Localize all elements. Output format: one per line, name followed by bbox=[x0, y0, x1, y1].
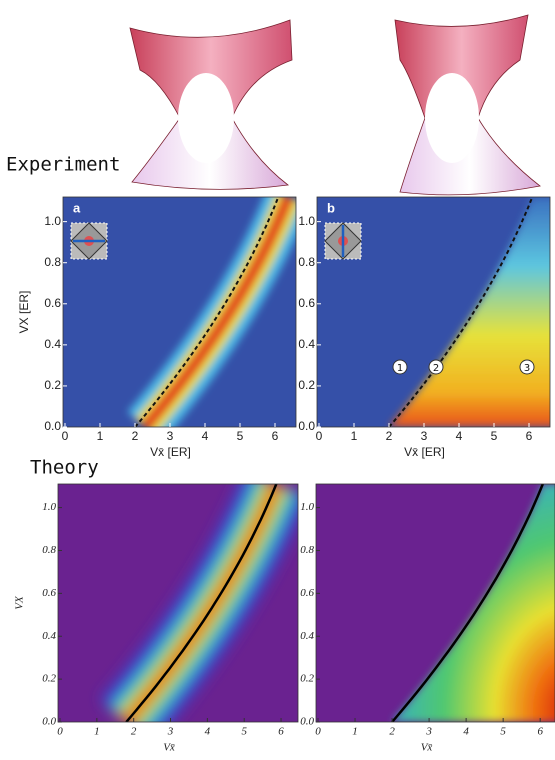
x-tick-label: 0 bbox=[315, 726, 321, 738]
x-tick-label: 3 bbox=[167, 726, 174, 738]
y-tick-label: 1.0 bbox=[298, 214, 315, 228]
y-tick-label: 0.4 bbox=[42, 630, 56, 642]
x-axis-label: Vx̄ [ER] bbox=[150, 445, 191, 459]
y-tick-label: 0.0 bbox=[298, 419, 315, 433]
x-tick-label: 4 bbox=[202, 429, 209, 443]
panel: 0 1 2 3 4 5 6 0.0 0.2 0.4 0.6 0.8 1.0 Vx̄ VX bbox=[14, 484, 298, 754]
y-tick-label: 0.8 bbox=[44, 255, 61, 269]
cone-right bbox=[395, 15, 540, 195]
x-tick-label: 1 bbox=[97, 429, 104, 443]
y-tick-label: 0.6 bbox=[44, 296, 61, 310]
x-tick-label: 6 bbox=[526, 429, 533, 443]
y-tick-label: 0.0 bbox=[42, 716, 56, 728]
x-tick-label: 1 bbox=[94, 726, 100, 738]
cone-left bbox=[130, 20, 292, 189]
x-tick-label: 2 bbox=[389, 726, 395, 738]
x-tick-label: 4 bbox=[205, 726, 211, 738]
y-tick-label: 0.0 bbox=[44, 419, 61, 433]
x-tick-label: 5 bbox=[500, 726, 506, 738]
y-tick-label: 1.0 bbox=[300, 501, 314, 513]
panel-label: a bbox=[73, 200, 81, 215]
y-tick-label: 0.6 bbox=[298, 296, 315, 310]
x-tick-label: 2 bbox=[132, 429, 139, 443]
annotation: 3 bbox=[524, 363, 530, 374]
y-tick-label: 0.6 bbox=[300, 587, 314, 599]
x-tick-label: 1 bbox=[352, 726, 358, 738]
x-tick-label: 4 bbox=[463, 726, 469, 738]
x-tick-label: 3 bbox=[425, 726, 432, 738]
x-tick-label: 5 bbox=[237, 429, 244, 443]
x-tick-label: 6 bbox=[272, 429, 279, 443]
panel: 0 1 2 3 4 5 6 0.0 0.2 0.4 0.6 0.8 1.0 Vx̄ [ER] VX [ER]… bbox=[17, 197, 296, 459]
x-tick-label: 5 bbox=[491, 429, 498, 443]
y-tick-label: 1.0 bbox=[44, 214, 61, 228]
x-tick-label: 0 bbox=[316, 429, 323, 443]
panel: 0 1 2 3 4 5 6 0.0 0.2 0.4 0.6 0.8 1.0 Vx̄ [ER] b 1 2 3 bbox=[298, 197, 555, 459]
inset-icon bbox=[325, 223, 361, 259]
y-tick-label: 1.0 bbox=[42, 501, 56, 513]
x-axis-label: Vx̄ bbox=[421, 742, 433, 754]
y-tick-label: 0.2 bbox=[300, 673, 314, 685]
y-tick-label: 0.4 bbox=[44, 337, 61, 351]
section-label: Theory bbox=[30, 457, 99, 479]
annotation: 2 bbox=[433, 363, 439, 374]
y-tick-label: 0.2 bbox=[42, 673, 56, 685]
x-tick-label: 0 bbox=[57, 726, 63, 738]
y-tick-label: 0.8 bbox=[42, 544, 56, 556]
x-tick-label: 3 bbox=[167, 429, 174, 443]
y-tick-label: 0.2 bbox=[44, 378, 61, 392]
x-axis-label: Vx̄ [ER] bbox=[404, 445, 445, 459]
heatmap bbox=[316, 484, 555, 722]
y-axis-label: VX bbox=[14, 595, 26, 610]
x-tick-label: 6 bbox=[278, 726, 284, 738]
x-tick-label: 4 bbox=[456, 429, 463, 443]
y-tick-label: 0.4 bbox=[298, 337, 315, 351]
y-tick-label: 0.8 bbox=[298, 255, 315, 269]
heatmap bbox=[58, 484, 298, 722]
y-tick-label: 0.4 bbox=[300, 630, 314, 642]
x-tick-label: 1 bbox=[351, 429, 358, 443]
y-axis-label: VX [ER] bbox=[17, 291, 31, 334]
y-tick-label: 0.6 bbox=[42, 587, 56, 599]
x-tick-label: 2 bbox=[386, 429, 393, 443]
x-tick-label: 2 bbox=[131, 726, 137, 738]
panel-label: b bbox=[327, 200, 335, 215]
y-tick-label: 0.2 bbox=[298, 378, 315, 392]
annotation: 1 bbox=[397, 363, 403, 374]
x-tick-label: 5 bbox=[241, 726, 247, 738]
panel: 0 1 2 3 4 5 6 0.0 0.2 0.4 0.6 0.8 1.0 Vx̄ bbox=[300, 484, 555, 754]
x-tick-label: 3 bbox=[421, 429, 428, 443]
x-tick-label: 6 bbox=[537, 726, 543, 738]
figure: Experiment Theory 0 1 2 3 4 5 6 0.0 0.2 0.4 0.6 0.8… bbox=[0, 0, 555, 760]
x-tick-label: 0 bbox=[62, 429, 69, 443]
y-tick-label: 0.0 bbox=[300, 716, 314, 728]
x-axis-label: Vx̄ bbox=[163, 742, 175, 754]
section-label: Experiment bbox=[6, 154, 120, 176]
y-tick-label: 0.8 bbox=[300, 544, 314, 556]
inset-icon bbox=[71, 223, 107, 259]
